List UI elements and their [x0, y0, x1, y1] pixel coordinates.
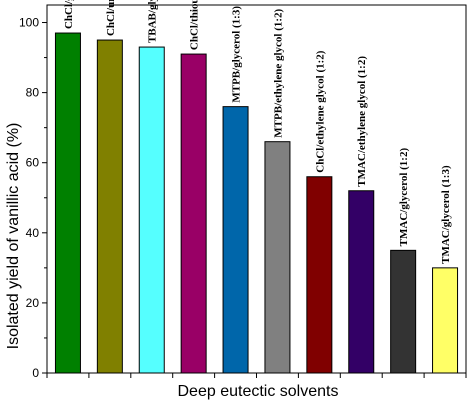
bar-label: TBAB/glycerol (1:3)	[147, 0, 159, 43]
bar-label: ChCl/urea (1:2)	[105, 0, 117, 36]
bar	[96, 39, 123, 374]
bar-label: MTPB/glycerol (1:3)	[231, 6, 243, 103]
y-tick-label: 0	[32, 366, 39, 380]
y-tick-label: 100	[19, 16, 39, 30]
y-tick-label: 20	[26, 296, 40, 310]
y-tick-label: 60	[26, 156, 40, 170]
plot-area: 0 20 40 60 80 100 ChCl/glycerol (1:2) ChCl/urea…	[19, 0, 467, 380]
bar	[390, 249, 417, 374]
bar	[306, 176, 333, 374]
bar	[264, 141, 291, 374]
x-axis-title: Deep eutectic solvents	[178, 383, 339, 400]
bar	[432, 267, 459, 374]
bar-label: ChCl/ethylene glycol (1:2)	[314, 50, 326, 173]
bar-label: TMAC/glycerol (1:3)	[440, 165, 452, 264]
bar-label: ChCl/glycerol (1:2)	[63, 0, 75, 29]
y-tick-label: 80	[26, 86, 40, 100]
bar-label: TMAC/glycerol (1:2)	[398, 148, 410, 247]
y-tick-label: 40	[26, 226, 40, 240]
bar	[138, 46, 165, 374]
bar	[348, 190, 375, 374]
bar-label: TMAC/ethylene glycol (1:2)	[356, 56, 368, 187]
bar-label: MTPB/ethylene glycol (1:2)	[272, 8, 284, 137]
y-axis-title: Isolated yield of vanillic acid (%)	[5, 123, 22, 350]
bar	[180, 53, 207, 374]
bar-label: ChCl/thiourea (1:2)	[189, 0, 201, 50]
bar	[222, 106, 249, 374]
bar	[54, 32, 81, 374]
